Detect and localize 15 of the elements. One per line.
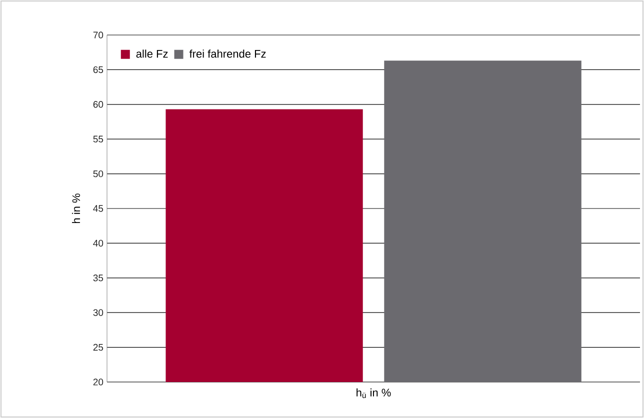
y-tick-label: 65	[93, 66, 104, 74]
y-tick-label: 45	[93, 205, 104, 212]
legend-label: alle Fz	[136, 50, 168, 58]
y-tick-label: 35	[93, 274, 104, 282]
y-tick-label: 25	[93, 344, 104, 351]
y-axis-title: h in %	[72, 194, 80, 224]
y-tick-label: 20	[93, 378, 104, 386]
y-tick-label: 70	[93, 32, 104, 38]
y-tick-label: 30	[93, 309, 104, 316]
x-axis-title: h$_{ü}$ in %	[356, 388, 391, 398]
y-tick-label: 40	[93, 240, 104, 247]
legend-label: frei fahrende Fz	[189, 50, 266, 58]
y-tick-label: 50	[93, 170, 104, 178]
y-tick-label: 55	[93, 136, 104, 142]
y-tick-label: 60	[93, 101, 104, 108]
